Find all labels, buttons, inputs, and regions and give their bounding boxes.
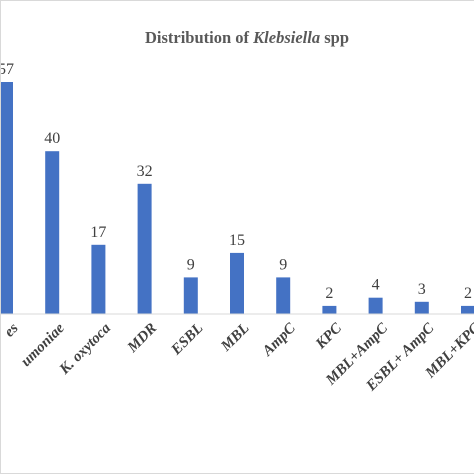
chart-title-italic: Klebsiella: [252, 28, 320, 47]
x-tick-label-6: AmpC: [259, 320, 299, 360]
value-label-2: 17: [90, 224, 106, 241]
value-label-6: 9: [279, 256, 287, 273]
value-label-0: 57: [1, 61, 14, 78]
x-tick-label-4: ESBL: [168, 320, 207, 359]
bar-4: [183, 277, 198, 314]
x-tick-label-5: MBL: [218, 320, 253, 355]
bar-2: [91, 244, 106, 314]
value-label-3: 32: [137, 163, 153, 180]
bars-layer: [1, 82, 474, 314]
bar-5: [230, 252, 244, 314]
value-label-4: 9: [187, 256, 195, 273]
x-tick-label-3: MDR: [124, 320, 160, 356]
bar-3: [137, 183, 152, 314]
value-label-7: 2: [325, 285, 333, 302]
bar-10: [461, 305, 474, 314]
bar-6: [276, 277, 291, 314]
bar-8: [368, 297, 383, 314]
x-tick-label-0: es: [1, 320, 21, 340]
value-label-8: 4: [372, 277, 380, 294]
bar-1: [45, 151, 60, 314]
chart-title-prefix: Distribution of: [145, 28, 253, 47]
bar-0: [1, 82, 13, 314]
chart-title: Distribution of Klebsiella spp: [145, 28, 349, 47]
value-label-1: 40: [44, 130, 60, 147]
x-tick-label-7: KPC: [312, 320, 345, 353]
value-label-5: 15: [229, 232, 245, 249]
value-label-10: 2: [464, 285, 472, 302]
bar-7: [322, 305, 337, 314]
bar-9: [414, 301, 429, 314]
value-label-9: 3: [418, 281, 426, 298]
chart-title-suffix: spp: [320, 28, 349, 47]
